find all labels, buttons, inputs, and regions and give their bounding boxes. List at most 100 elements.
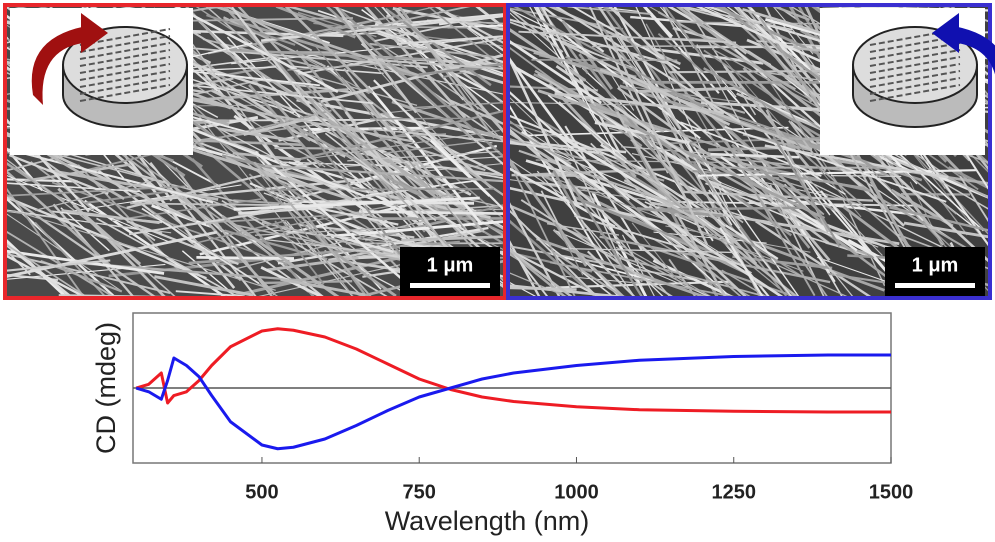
scale-bar <box>895 283 975 288</box>
nanowire <box>320 53 505 104</box>
nanowire <box>674 5 817 98</box>
nanowire <box>108 256 276 278</box>
nanowire <box>615 246 713 298</box>
nanowire <box>391 100 505 142</box>
nanowire <box>230 6 322 122</box>
nanowire <box>379 5 464 101</box>
nanowire <box>449 99 505 126</box>
nanowire <box>425 5 505 70</box>
nanowire <box>561 41 731 126</box>
nanowire <box>599 233 715 298</box>
nanowire <box>518 30 737 44</box>
nanowire <box>508 124 572 165</box>
nanowire <box>401 204 505 214</box>
nanowire <box>599 235 831 284</box>
disk-pattern <box>869 56 961 74</box>
nanowire <box>5 230 218 279</box>
nanowire <box>601 5 677 103</box>
nanowire <box>512 64 722 185</box>
disk-pattern <box>79 77 171 95</box>
disk-pattern <box>869 84 961 102</box>
panel-border <box>506 3 992 300</box>
nanowire <box>5 185 186 197</box>
nanowire <box>549 261 746 298</box>
nanowire <box>567 178 645 298</box>
nanowire <box>733 5 821 110</box>
nanowire <box>586 250 638 298</box>
nanowire <box>373 79 505 213</box>
nanowire <box>374 6 505 144</box>
nanowire <box>508 139 627 154</box>
nanowire <box>383 141 477 154</box>
nanowire <box>678 5 747 55</box>
disk-pattern <box>869 63 961 81</box>
nanowire <box>324 132 437 222</box>
nanowire <box>772 135 841 247</box>
nanowire <box>262 280 353 285</box>
scale-bar <box>410 283 490 288</box>
cd-line <box>135 327 891 414</box>
nanowire <box>297 37 505 75</box>
nanowire <box>233 196 480 211</box>
nanowire <box>8 153 109 195</box>
nanowire <box>508 244 698 282</box>
nanowire <box>365 180 474 197</box>
nanowire <box>5 229 118 298</box>
nanowire <box>555 230 715 298</box>
nanowire <box>539 28 629 69</box>
nanowire <box>348 25 469 29</box>
nanowire <box>551 5 741 123</box>
nanowire <box>126 160 319 209</box>
nanowire <box>554 221 584 276</box>
nanowire <box>508 271 572 298</box>
nanowire <box>356 12 505 29</box>
nanowire <box>311 109 462 260</box>
x-tick-label: 1000 <box>554 481 599 503</box>
nanowire <box>642 5 674 38</box>
nanowire <box>274 220 325 285</box>
nanowire <box>232 151 301 161</box>
nanowire <box>271 187 495 191</box>
nanowire <box>596 5 682 130</box>
nanowire <box>648 204 750 298</box>
nanowire <box>265 239 401 256</box>
nanowire <box>558 101 604 146</box>
nanowire <box>617 86 830 244</box>
nanowire <box>5 157 96 227</box>
nanowire <box>439 10 505 29</box>
nanowire <box>697 228 852 298</box>
nanowire <box>508 7 564 53</box>
nanowire <box>287 63 377 71</box>
nanowire <box>745 5 824 96</box>
nanowire <box>292 65 384 75</box>
nanowire <box>170 95 414 143</box>
nanowire <box>426 88 505 143</box>
nanowire <box>847 137 937 298</box>
nanowire <box>508 7 624 31</box>
nanowire <box>719 226 765 298</box>
x-tick-label: 500 <box>245 481 278 503</box>
x-axis-label: Wavelength (nm) <box>385 506 590 536</box>
nanowire <box>340 150 505 257</box>
nanowire <box>696 44 804 237</box>
nanowire <box>253 161 374 298</box>
nanowire <box>297 11 377 38</box>
nanowire <box>608 35 709 246</box>
nanowire <box>174 72 295 114</box>
nanowire <box>724 125 947 203</box>
nanowire <box>374 24 451 42</box>
nanowire <box>662 5 723 84</box>
nanowire <box>226 36 370 194</box>
nanowire <box>640 173 801 298</box>
disk-pattern <box>79 49 171 67</box>
nanowire <box>34 179 156 211</box>
nanowire <box>130 202 279 206</box>
nanowire <box>959 175 990 226</box>
nanowire <box>5 192 159 298</box>
nanowire <box>548 128 736 242</box>
rotation-arrow-head <box>932 13 959 53</box>
nanowire <box>508 157 577 298</box>
nanowire <box>538 5 605 53</box>
nanowire <box>429 139 491 197</box>
